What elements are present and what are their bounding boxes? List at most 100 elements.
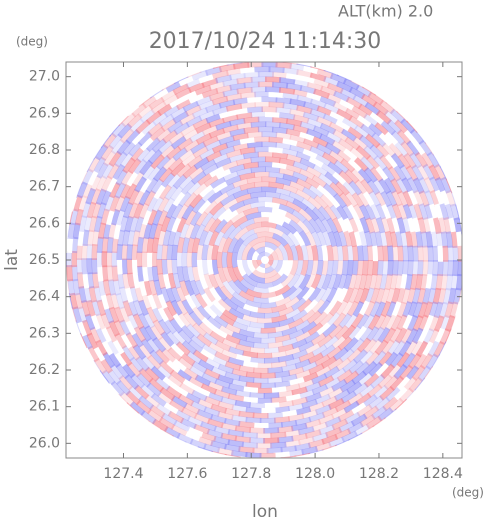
echo-cell <box>161 82 176 91</box>
echo-cell <box>138 189 151 206</box>
echo-cell <box>248 437 265 444</box>
echo-cell <box>108 320 120 337</box>
echo-cell <box>396 351 411 368</box>
echo-cell <box>238 218 255 230</box>
echo-cell <box>327 193 342 209</box>
echo-cell <box>81 299 91 317</box>
echo-cell <box>383 110 400 125</box>
echo-cell <box>301 321 318 334</box>
echo-cell <box>439 328 451 346</box>
echo-cell <box>434 315 445 333</box>
echo-cell <box>228 200 245 213</box>
echo-cell <box>320 85 337 97</box>
echo-cell <box>409 128 425 145</box>
echo-cell <box>231 368 248 378</box>
echo-cell <box>192 182 208 197</box>
echo-cell <box>337 273 348 291</box>
echo-cell <box>215 74 232 84</box>
echo-cell <box>198 321 214 336</box>
echo-cell <box>275 213 292 225</box>
echo-cell <box>260 337 277 344</box>
echo-cell <box>385 287 396 304</box>
echo-cell <box>196 244 204 260</box>
echo-cell <box>456 231 462 248</box>
echo-cell <box>270 396 287 404</box>
echo-cell <box>317 299 331 315</box>
echo-cell <box>281 326 298 337</box>
echo-cell <box>214 286 228 302</box>
echo-cell <box>111 122 127 138</box>
echo-cell <box>230 211 246 224</box>
echo-cell <box>236 243 247 260</box>
echo-cell <box>285 82 303 91</box>
echo-cell <box>353 287 365 304</box>
echo-cell <box>196 259 204 276</box>
echo-cell <box>71 250 78 268</box>
echo-cell <box>367 245 374 262</box>
echo-cell <box>308 184 325 199</box>
echo-cell <box>398 340 412 357</box>
echo-cell <box>69 208 79 226</box>
echo-cell <box>318 386 335 398</box>
echo-cell <box>265 236 282 248</box>
echo-cell <box>199 148 216 161</box>
echo-cell <box>379 99 395 115</box>
echo-cell <box>369 301 381 318</box>
echo-cell <box>227 279 243 295</box>
echo-cell <box>277 435 294 444</box>
echo-cell <box>218 109 236 119</box>
echo-cell <box>444 301 454 319</box>
echo-cell <box>429 189 441 207</box>
radar-echo <box>66 62 462 458</box>
echo-cell <box>304 342 321 355</box>
echo-cell <box>316 68 334 79</box>
echo-cell <box>137 312 150 330</box>
echo-cell <box>121 362 136 379</box>
echo-cell <box>395 177 408 195</box>
echo-cell <box>327 161 343 175</box>
echo-cell <box>355 392 372 407</box>
echo-cell <box>201 372 218 384</box>
echo-cell <box>274 246 284 261</box>
echo-cell <box>298 230 311 247</box>
echo-cell <box>382 260 389 276</box>
echo-cell <box>292 88 310 98</box>
echo-cell <box>296 286 310 301</box>
echo-cell <box>454 301 460 318</box>
echo-cell <box>368 123 384 138</box>
echo-cell <box>136 236 144 253</box>
echo-cell <box>389 375 405 391</box>
echo-cell <box>415 273 423 291</box>
echo-cell <box>165 359 181 374</box>
echo-cell <box>341 324 356 340</box>
echo-cell <box>374 273 383 291</box>
echo-cell <box>396 287 406 305</box>
echo-cell <box>175 341 191 356</box>
echo-cell <box>177 137 194 151</box>
echo-cell <box>391 217 401 234</box>
echo-cell <box>211 142 229 154</box>
echo-cell <box>133 189 145 206</box>
echo-cell <box>411 164 424 182</box>
echo-cell <box>202 304 218 320</box>
echo-cell <box>339 88 357 101</box>
echo-cell <box>252 412 269 419</box>
echo-cell <box>165 385 182 400</box>
echo-cell <box>221 251 228 268</box>
echo-cell <box>156 364 172 380</box>
echo-cell <box>96 299 107 317</box>
echo-cell <box>333 159 350 174</box>
echo-cell <box>292 160 309 172</box>
echo-cell <box>191 305 206 322</box>
echo-cell <box>317 334 333 348</box>
echo-cell <box>384 274 393 291</box>
echo-cell <box>182 100 200 113</box>
echo-cell <box>326 345 343 360</box>
echo-cell <box>321 406 339 418</box>
echo-cell <box>428 301 439 319</box>
echo-cell <box>400 140 415 157</box>
echo-cell <box>158 360 175 375</box>
echo-cell <box>66 236 74 253</box>
echo-cell <box>311 298 326 314</box>
echo-cell <box>203 229 214 247</box>
